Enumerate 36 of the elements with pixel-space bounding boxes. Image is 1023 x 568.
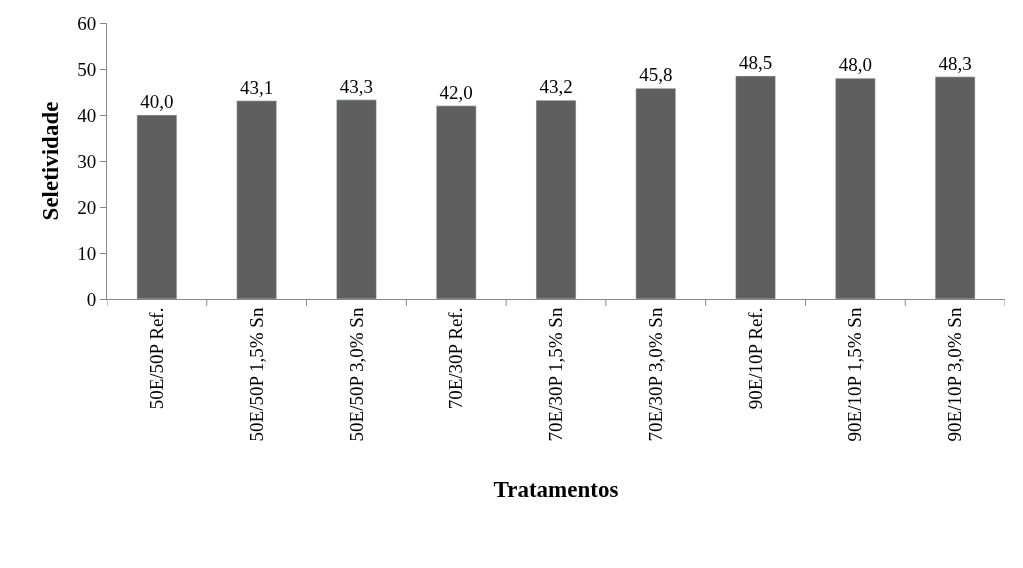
x-tick-label: 70E/30P Ref. bbox=[445, 307, 467, 410]
y-tick-label: 0 bbox=[86, 288, 97, 310]
x-tick-label: 90E/10P 3,0% Sn bbox=[944, 307, 966, 442]
y-tick-label: 50 bbox=[77, 58, 97, 80]
data-label: 40,0 bbox=[140, 91, 174, 112]
data-label: 43,1 bbox=[240, 76, 274, 98]
data-label: 43,3 bbox=[339, 75, 374, 97]
y-tick-label: 20 bbox=[77, 196, 97, 218]
x-tick-label: 50E/50P Ref. bbox=[146, 307, 168, 410]
bar bbox=[136, 114, 178, 299]
y-tick-label: 10 bbox=[77, 242, 97, 264]
y-tick-label: 60 bbox=[77, 12, 97, 34]
x-tick-label: 90E/10P Ref. bbox=[744, 307, 766, 410]
x-tick-label: 70E/30P 1,5% Sn bbox=[545, 307, 567, 442]
y-tick-label: 40 bbox=[77, 104, 97, 126]
bar bbox=[835, 77, 876, 299]
data-label: 48,5 bbox=[738, 51, 773, 73]
bar bbox=[635, 88, 676, 299]
x-axis-title: Tratamentos bbox=[493, 477, 619, 503]
data-label: 45,8 bbox=[639, 64, 673, 86]
data-label: 43,2 bbox=[539, 76, 573, 98]
data-label: 42,0 bbox=[439, 81, 473, 103]
data-label: 48,3 bbox=[938, 52, 972, 74]
x-tick-label: 50E/50P 1,5% Sn bbox=[245, 307, 267, 442]
bar bbox=[436, 105, 477, 299]
bar bbox=[336, 99, 377, 299]
bar bbox=[934, 76, 976, 299]
data-label: 48,0 bbox=[838, 54, 872, 76]
y-tick-label: 30 bbox=[77, 150, 97, 172]
x-tick-label: 90E/10P 1,5% Sn bbox=[844, 307, 866, 442]
bar bbox=[735, 75, 776, 299]
bar bbox=[236, 100, 277, 299]
x-tick-label: 70E/30P 3,0% Sn bbox=[644, 307, 666, 442]
bar bbox=[535, 100, 577, 299]
x-tick-label: 50E/50P 3,0% Sn bbox=[345, 307, 367, 442]
y-axis-title: Seletividade bbox=[37, 101, 63, 221]
